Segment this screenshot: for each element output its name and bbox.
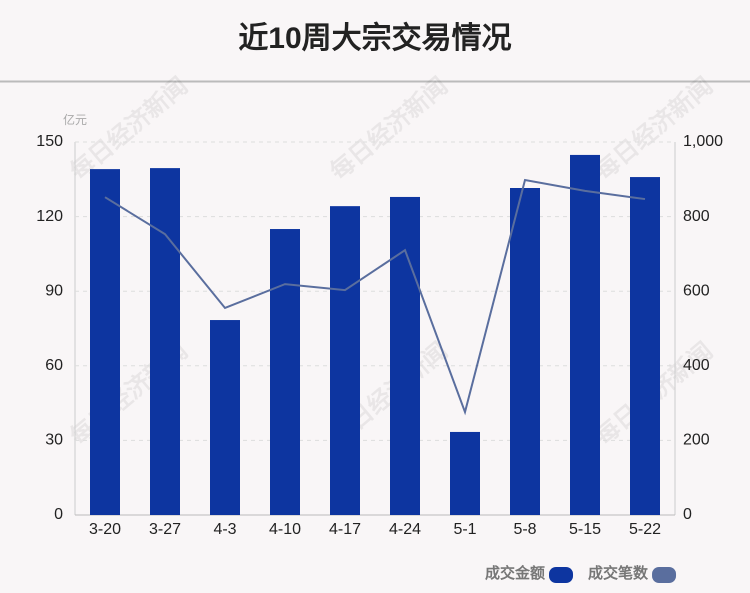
bar (630, 177, 660, 515)
x-tick-label: 5-22 (629, 521, 661, 538)
x-tick-label: 3-27 (149, 521, 181, 538)
legend-label: 成交笔数 (588, 564, 649, 582)
y-tick-label: 90 (45, 282, 63, 299)
bar (90, 169, 120, 515)
x-tick-label: 4-3 (213, 521, 236, 538)
y2-tick-label: 200 (683, 432, 710, 449)
x-tick-label: 4-10 (269, 521, 301, 538)
bar (570, 154, 600, 515)
y-unit: 亿元 (63, 112, 87, 127)
y-tick-label: 60 (45, 357, 63, 374)
chart-title: 近10周大宗交易情况 (238, 21, 511, 55)
x-tick-label: 4-17 (329, 521, 361, 538)
bar (270, 229, 300, 516)
x-tick-label: 3-20 (89, 521, 121, 538)
legend-swatch (652, 567, 677, 583)
y-tick-label: 150 (36, 133, 63, 150)
line (104, 178, 646, 416)
bar (510, 188, 540, 515)
y-tick-label: 30 (45, 432, 63, 449)
y2-tick-label: 400 (683, 357, 710, 374)
y-tick-label: 0 (54, 506, 63, 523)
bar (390, 196, 420, 516)
y2-tick-label: 800 (683, 208, 710, 225)
legend-swatch (549, 567, 574, 583)
x-tick-label: 4-24 (389, 521, 421, 538)
y2-tick-label: 0 (683, 506, 692, 523)
y-tick-label: 120 (36, 208, 63, 225)
bar (150, 168, 180, 516)
x-tick-label: 5-8 (513, 521, 536, 538)
x-tick-label: 5-1 (453, 521, 476, 538)
bar (450, 431, 480, 515)
y2-tick-label: 1,000 (683, 133, 723, 150)
y2-tick-label: 600 (683, 282, 710, 299)
x-tick-label: 5-15 (569, 521, 601, 538)
bar (330, 206, 360, 515)
bar (210, 320, 240, 515)
legend-label: 成交金额 (485, 564, 545, 582)
